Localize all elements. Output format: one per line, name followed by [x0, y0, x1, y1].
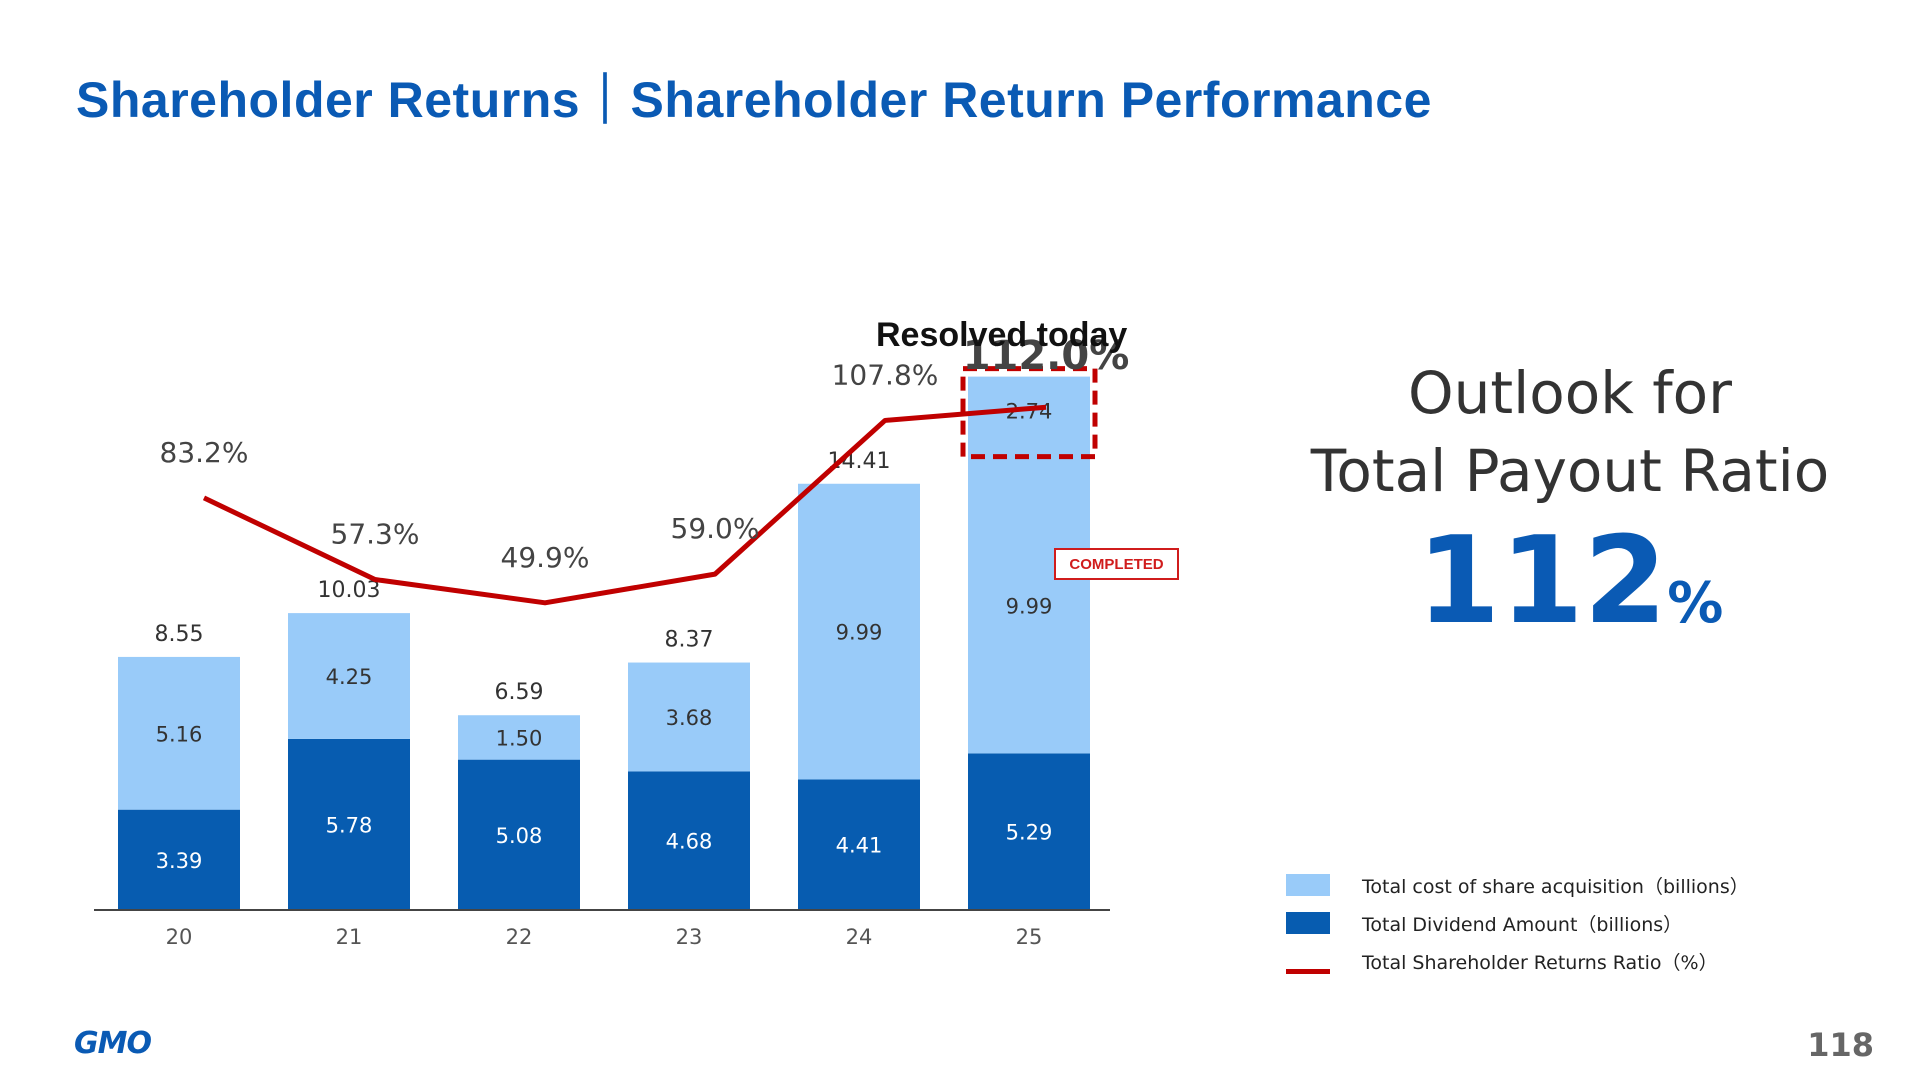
- total-label-22: 6.59: [495, 680, 544, 705]
- bar-acquisition-20: [118, 656, 240, 810]
- label-acquisition-20: 5.16: [156, 722, 203, 746]
- label-dividend-24: 4.41: [836, 834, 883, 858]
- legend-swatch-acquisition: [1286, 874, 1330, 896]
- ratio-label-25: 112.0%: [963, 333, 1130, 379]
- legend-label-dividend: Total Dividend Amount（billions）: [1362, 913, 1683, 936]
- legend-label-ratio: Total Shareholder Returns Ratio（%）: [1362, 951, 1718, 974]
- label-acquisition-22: 1.50: [496, 726, 543, 750]
- outlook-unit: %: [1667, 571, 1724, 636]
- bar-acquisition-24: [798, 483, 920, 780]
- outlook-number: 112: [1416, 512, 1668, 651]
- bar-dividend-20: [118, 809, 240, 910]
- bar-acquisition-22: [458, 715, 580, 760]
- bar-acquisition-21: [288, 613, 410, 739]
- x-tick-22: 22: [506, 925, 533, 949]
- legend-swatch-dividend: [1286, 912, 1330, 934]
- label-dividend-21: 5.78: [326, 813, 373, 837]
- legend-label-acquisition: Total cost of share acquisition（billions…: [1362, 875, 1749, 898]
- total-label-23: 8.37: [665, 628, 714, 653]
- outlook-value: 112%: [1290, 512, 1850, 651]
- ratio-line: [202, 404, 1047, 606]
- legend-item-ratio: Total Shareholder Returns Ratio（%）: [1286, 942, 1749, 980]
- x-tick-21: 21: [336, 925, 363, 949]
- bar-dividend-25: [968, 753, 1090, 910]
- outlook-line2: Total Payout Ratio: [1310, 437, 1830, 505]
- label-acquisition-25: 9.99: [1006, 595, 1053, 619]
- bar-acquisition-23: [628, 662, 750, 772]
- total-label-21: 10.03: [318, 578, 381, 603]
- label-acquisition-23: 3.68: [666, 706, 713, 730]
- label-dividend-25: 5.29: [1006, 821, 1053, 845]
- label-acquisition-21: 4.25: [326, 665, 373, 689]
- ratio-label-24: 107.8%: [832, 358, 939, 391]
- ratio-label-21: 57.3%: [331, 518, 420, 551]
- x-tick-25: 25: [1016, 925, 1043, 949]
- page-number: 118: [1807, 1026, 1874, 1064]
- ratio-label-22: 49.9%: [501, 541, 590, 574]
- label-acquisition-24: 9.99: [836, 621, 883, 645]
- page-title: Shareholder Returns｜Shareholder Return P…: [76, 72, 1432, 128]
- bar-dividend-21: [288, 738, 410, 910]
- bar-dividend-23: [628, 771, 750, 910]
- ratio-label-20: 83.2%: [160, 436, 249, 469]
- resolved-today-annotation: Resolved today: [876, 316, 1128, 354]
- outlook-heading: Outlook for Total Payout Ratio: [1290, 354, 1850, 510]
- x-tick-20: 20: [166, 925, 193, 949]
- bar-dividend-22: [458, 759, 580, 910]
- completed-badge: COMPLETED: [1054, 548, 1179, 580]
- gmo-logo: GMO: [74, 1026, 152, 1061]
- legend-swatch-ratio: [1286, 968, 1330, 974]
- total-label-20: 8.55: [155, 622, 204, 647]
- label-dividend-20: 3.39: [156, 849, 203, 873]
- x-tick-23: 23: [676, 925, 703, 949]
- legend-item-acquisition: Total cost of share acquisition（billions…: [1286, 866, 1749, 904]
- ratio-label-23: 59.0%: [671, 512, 760, 545]
- legend: Total cost of share acquisition（billions…: [1286, 866, 1749, 980]
- label-dividend-22: 5.08: [496, 824, 543, 848]
- x-tick-24: 24: [846, 925, 873, 949]
- outlook-line1: Outlook for: [1407, 359, 1732, 427]
- legend-item-dividend: Total Dividend Amount（billions）: [1286, 904, 1749, 942]
- bar-dividend-24: [798, 779, 920, 910]
- label-dividend-23: 4.68: [666, 830, 713, 854]
